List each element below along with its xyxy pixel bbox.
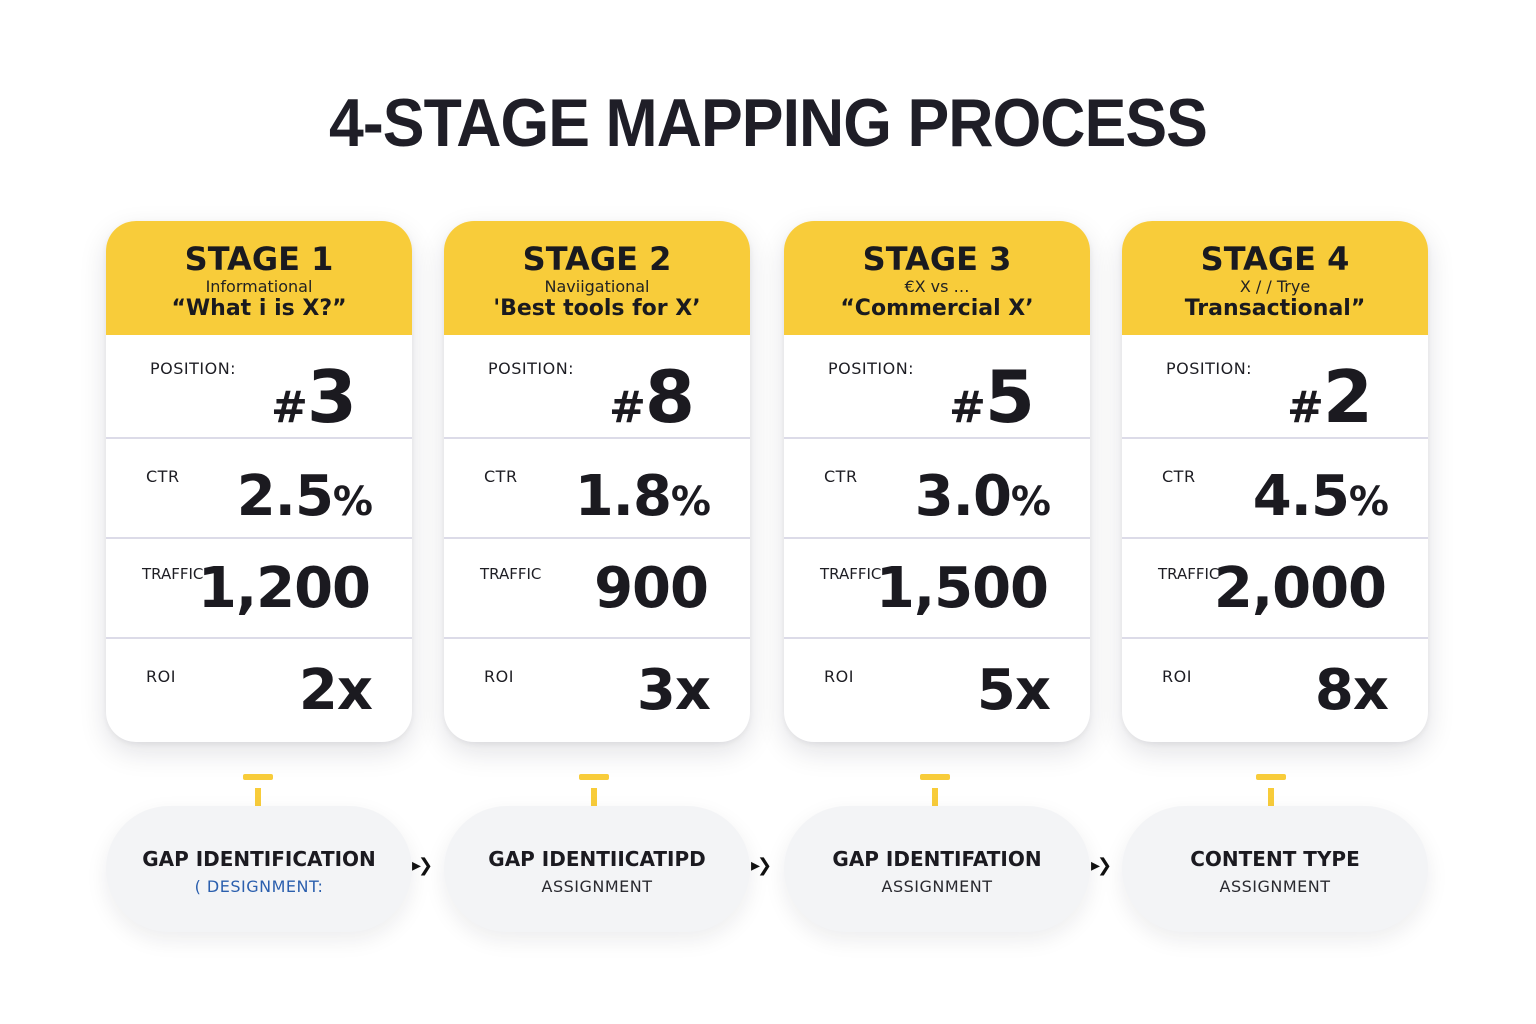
metric-label: ROI (146, 667, 176, 686)
stage-label: STAGE 4 (1200, 240, 1350, 278)
metric-label: ROI (1162, 667, 1192, 686)
stage-label: STAGE 2 (522, 240, 672, 278)
metric-value: 8x (1314, 658, 1389, 723)
metric-roi: ROI 2x (106, 639, 412, 742)
metric-label: CTR (1162, 467, 1196, 486)
step-pill-2: GAP IDENTIICATIPD ASSIGNMENT (444, 806, 750, 932)
step-pill-1: GAP IDENTIFICATION ( DESIGNMENT: (106, 806, 412, 932)
metric-label: TRAFFIC (480, 565, 542, 583)
metric-value: 2,000 (1213, 556, 1387, 621)
step-pill-4: CONTENT TYPE ASSIGNMENT (1122, 806, 1428, 932)
flow-arrow-icon: ▸❯ (1091, 855, 1112, 876)
metric-value: 2.5% (236, 464, 373, 529)
metric-value: 2x (298, 658, 373, 723)
stage-type: Naviigational (544, 277, 650, 296)
stage-header: STAGE 2 Naviigational 'Best tools for X’ (444, 221, 750, 335)
step-title: GAP IDENTIFATION (832, 847, 1042, 871)
stage-header: STAGE 1 Informational “What i is X?” (106, 221, 412, 335)
stage-query: “Commercial X’ (840, 296, 1034, 321)
metric-label: CTR (146, 467, 180, 486)
metric-position: POSITION: #8 (444, 335, 750, 439)
metric-label: CTR (484, 467, 518, 486)
page-title: 4-STAGE MAPPING PROCESS (329, 85, 1208, 161)
stage-type: €X vs … (904, 277, 970, 296)
stage-query: 'Best tools for X’ (493, 296, 701, 321)
metric-ctr: CTR 1.8% (444, 439, 750, 539)
stage-label: STAGE 1 (184, 240, 334, 278)
metric-value: 3x (636, 658, 711, 723)
metric-roi: ROI 8x (1122, 639, 1428, 742)
metric-label: POSITION: (150, 359, 237, 378)
metric-ctr: CTR 3.0% (784, 439, 1090, 539)
metric-traffic: TRAFFIC 1,500 (784, 539, 1090, 639)
stage-query: “What i is X?” (171, 296, 347, 321)
metric-value: 1,200 (197, 556, 371, 621)
metric-ctr: CTR 2.5% (106, 439, 412, 539)
stage-type: X / / Trye (1239, 277, 1311, 296)
step-subtitle: ( DESIGNMENT: (194, 877, 324, 896)
stage-card-2: STAGE 2 Naviigational 'Best tools for X’… (444, 221, 750, 742)
step-subtitle: ASSIGNMENT (881, 877, 993, 896)
metric-label: ROI (484, 667, 514, 686)
metric-value: 900 (594, 556, 709, 621)
metric-traffic: TRAFFIC 900 (444, 539, 750, 639)
stage-card-3: STAGE 3 €X vs … “Commercial X’ POSITION:… (784, 221, 1090, 742)
metric-position: POSITION: #2 (1122, 335, 1428, 439)
metric-value: 5x (976, 658, 1051, 723)
metric-value: #5 (949, 355, 1035, 439)
step-title: GAP IDENTIFICATION (142, 847, 376, 871)
flow-arrow-icon: ▸❯ (751, 855, 772, 876)
metric-label: POSITION: (488, 359, 575, 378)
stage-card-1: STAGE 1 Informational “What i is X?” POS… (106, 221, 412, 742)
stage-header: STAGE 4 X / / Trye Transactional” (1122, 221, 1428, 335)
metric-value: 4.5% (1252, 464, 1389, 529)
metric-traffic: TRAFFIC 2,000 (1122, 539, 1428, 639)
stage-label: STAGE 3 (862, 240, 1012, 278)
metric-label: TRAFFIC (142, 565, 204, 583)
stage-header: STAGE 3 €X vs … “Commercial X’ (784, 221, 1090, 335)
metric-value: 1,500 (875, 556, 1049, 621)
step-pill-3: GAP IDENTIFATION ASSIGNMENT (784, 806, 1090, 932)
stage-card-4: STAGE 4 X / / Trye Transactional” POSITI… (1122, 221, 1428, 742)
metric-value: #8 (609, 355, 695, 439)
metric-label: POSITION: (1166, 359, 1253, 378)
metric-label: POSITION: (828, 359, 915, 378)
step-subtitle: ASSIGNMENT (1219, 877, 1331, 896)
metric-roi: ROI 5x (784, 639, 1090, 742)
step-title: GAP IDENTIICATIPD (488, 847, 706, 871)
flow-arrow-icon: ▸❯ (412, 855, 433, 876)
metric-ctr: CTR 4.5% (1122, 439, 1428, 539)
step-title: CONTENT TYPE (1190, 847, 1360, 871)
metric-label: ROI (824, 667, 854, 686)
stage-type: Informational (205, 277, 313, 296)
metric-value: #2 (1287, 355, 1373, 439)
metric-value: #3 (271, 355, 357, 439)
metric-label: TRAFFIC (820, 565, 882, 583)
stage-query: Transactional” (1184, 296, 1366, 321)
step-subtitle: ASSIGNMENT (541, 877, 653, 896)
metric-value: 3.0% (914, 464, 1051, 529)
metric-label: CTR (824, 467, 858, 486)
metric-value: 1.8% (574, 464, 711, 529)
metric-roi: ROI 3x (444, 639, 750, 742)
metric-label: TRAFFIC (1158, 565, 1220, 583)
metric-position: POSITION: #5 (784, 335, 1090, 439)
metric-traffic: TRAFFIC 1,200 (106, 539, 412, 639)
metric-position: POSITION: #3 (106, 335, 412, 439)
